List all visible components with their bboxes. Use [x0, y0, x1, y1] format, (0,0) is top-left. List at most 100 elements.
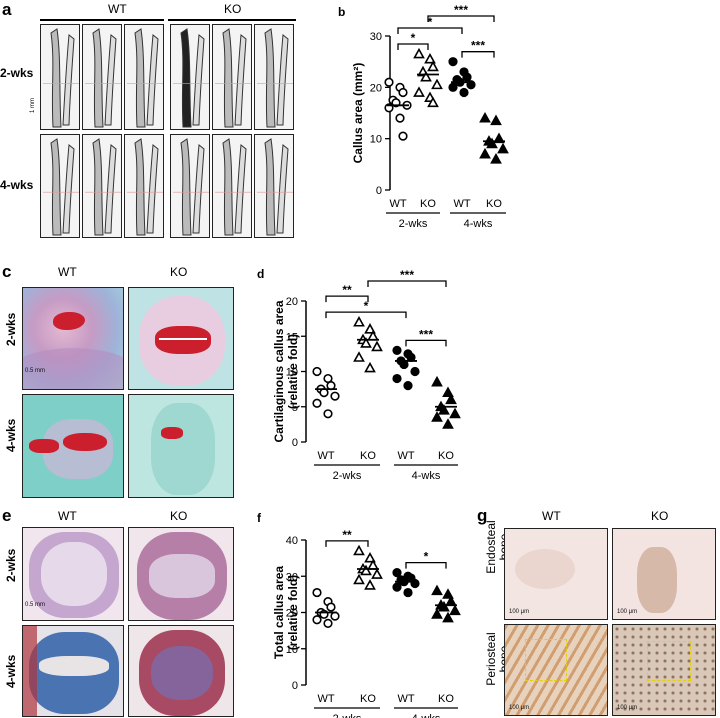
chart-b-ylabel: Callus area (mm²) — [351, 63, 365, 164]
microct-image-r1-c2 — [124, 134, 164, 238]
panel-letter-c: c — [2, 262, 12, 281]
chart-d-point — [410, 366, 420, 377]
chart-b-point — [486, 137, 498, 149]
chart-b-point — [497, 142, 509, 154]
chart-b-ytick-label: 10 — [370, 134, 382, 146]
chart-d-point — [431, 411, 443, 422]
chart-b-point — [462, 72, 472, 82]
panel-g-scale-label-2: 100 μm — [617, 609, 638, 615]
panel-a-ko-bar — [168, 19, 296, 21]
chart-b-point — [431, 78, 443, 90]
chart-d-significance-label: * — [364, 299, 369, 313]
chart-d-point — [323, 409, 333, 419]
chart-d-point — [442, 418, 454, 429]
chart-d-point — [312, 398, 322, 408]
chart-d-ylabel: Cartilaginous callus area — [272, 300, 286, 442]
chart-f-ytick-label: 20 — [286, 608, 298, 620]
chart-b-category-label: WT — [453, 198, 470, 210]
panel-c-scale-label: 0.5 mm — [25, 368, 46, 374]
chart-d-ytick-label: 0 — [292, 437, 298, 449]
chart-b-significance-bracket — [397, 43, 429, 50]
chart-b-point — [424, 52, 436, 64]
panel-g-scale-label-1: 100 μm — [509, 609, 530, 615]
microct-image-r0-c5 — [254, 24, 294, 130]
panel-c-col-label-wt: WT — [58, 265, 77, 279]
chart-letter-f: f — [257, 511, 262, 525]
chart-d-significance-label: *** — [400, 268, 414, 282]
chart-d-ytick-label: 15 — [286, 331, 298, 343]
chart-f-point — [323, 618, 333, 628]
chart-b-point — [398, 131, 408, 141]
chart-f-point — [312, 587, 322, 598]
chart-d-point — [353, 316, 365, 327]
panel-g-col-label-ko: KO — [651, 509, 669, 523]
chart-f-significance-bracket — [325, 540, 369, 547]
chart-f-point — [392, 582, 402, 592]
panel-letter-a: a — [2, 0, 12, 19]
chart-d-category-label: WT — [317, 450, 334, 462]
chart-b-point — [459, 87, 469, 98]
chart-b-point — [448, 82, 458, 92]
microct-image-r0-c0 — [40, 24, 80, 130]
chart-f-point — [403, 587, 413, 598]
chart-b-significance-label: *** — [471, 39, 485, 53]
chart-d-point — [330, 391, 340, 401]
microct-image-r0-c3 — [170, 24, 210, 130]
chart-f-ytick-label: 40 — [286, 535, 298, 547]
chart-b-point — [384, 77, 394, 87]
chart-d-point — [312, 366, 322, 377]
chart-d-group-label: 4-wks — [412, 470, 441, 482]
safranin-wt-4wks-image — [22, 394, 124, 498]
chart-f-group-label: 2-wks — [333, 713, 362, 718]
chart-b-significance-label: * — [428, 15, 433, 29]
chart-f-ytick-label: 10 — [286, 644, 298, 656]
chart-b-point — [479, 111, 491, 123]
chart-b-category-label: WT — [389, 198, 406, 210]
chart-b-point — [448, 57, 458, 67]
chart-f-point — [442, 588, 454, 599]
chart-f-point — [371, 568, 383, 579]
chart-d-point — [392, 345, 402, 355]
chart-f-point — [326, 602, 336, 612]
trichrome-wt-4wks-image — [22, 625, 124, 717]
chart-f-ylabel: Total callus area — [272, 566, 286, 659]
chart-f-point — [431, 584, 443, 596]
chart-f-point — [449, 604, 461, 616]
chart-d-point — [449, 407, 461, 419]
chart-f-point — [364, 551, 376, 563]
ihc-wt-periosteal-image: 100 μm — [504, 624, 608, 716]
chart-b-significance-label: *** — [454, 3, 468, 17]
chart-d-significance-bracket — [325, 311, 407, 319]
chart-b-group-label: 2-wks — [399, 218, 428, 230]
microct-image-r1-c4 — [212, 134, 252, 238]
chart-b-significance-label: * — [411, 31, 416, 45]
chart-b-significance-bracket — [427, 15, 495, 22]
chart-d-point — [392, 373, 402, 384]
microct-image-r1-c0 — [40, 134, 80, 238]
chart-b-point — [493, 132, 505, 144]
chart-letter-b: b — [338, 5, 345, 19]
chart-f-ytick-label: 30 — [286, 571, 298, 583]
panel-g-col-label-wt: WT — [542, 509, 561, 523]
chart-d-point — [438, 404, 450, 415]
chart-b-ytick-label: 0 — [376, 185, 382, 197]
chart-d-significance-bracket — [325, 295, 369, 303]
chart-b-ytick-label: 30 — [370, 31, 382, 43]
chart-f-category-label: WT — [397, 693, 414, 705]
panel-letter-g: g — [477, 506, 488, 525]
trichrome-wt-2wks-image: 0.5 mm — [22, 527, 124, 621]
chart-f-category-label: KO — [360, 693, 376, 705]
chart-b-ytick-label: 20 — [370, 82, 382, 94]
chart-f-point — [353, 573, 365, 585]
chart-d-point — [442, 386, 454, 398]
chart-f-point — [431, 608, 443, 619]
microct-image-r0-c1 — [82, 24, 122, 130]
panel-g-scale-label-4: 100 μm — [617, 705, 638, 711]
chart-f-ytick-label: 0 — [292, 680, 298, 692]
ihc-ko-endosteal-image: 100 μm — [612, 528, 716, 620]
chart-d-category-label: WT — [397, 450, 414, 462]
chart-d-point — [364, 323, 376, 334]
chart-d-significance-label: *** — [419, 327, 433, 341]
chart-d-point — [431, 375, 443, 387]
chart-b-point — [479, 147, 491, 159]
